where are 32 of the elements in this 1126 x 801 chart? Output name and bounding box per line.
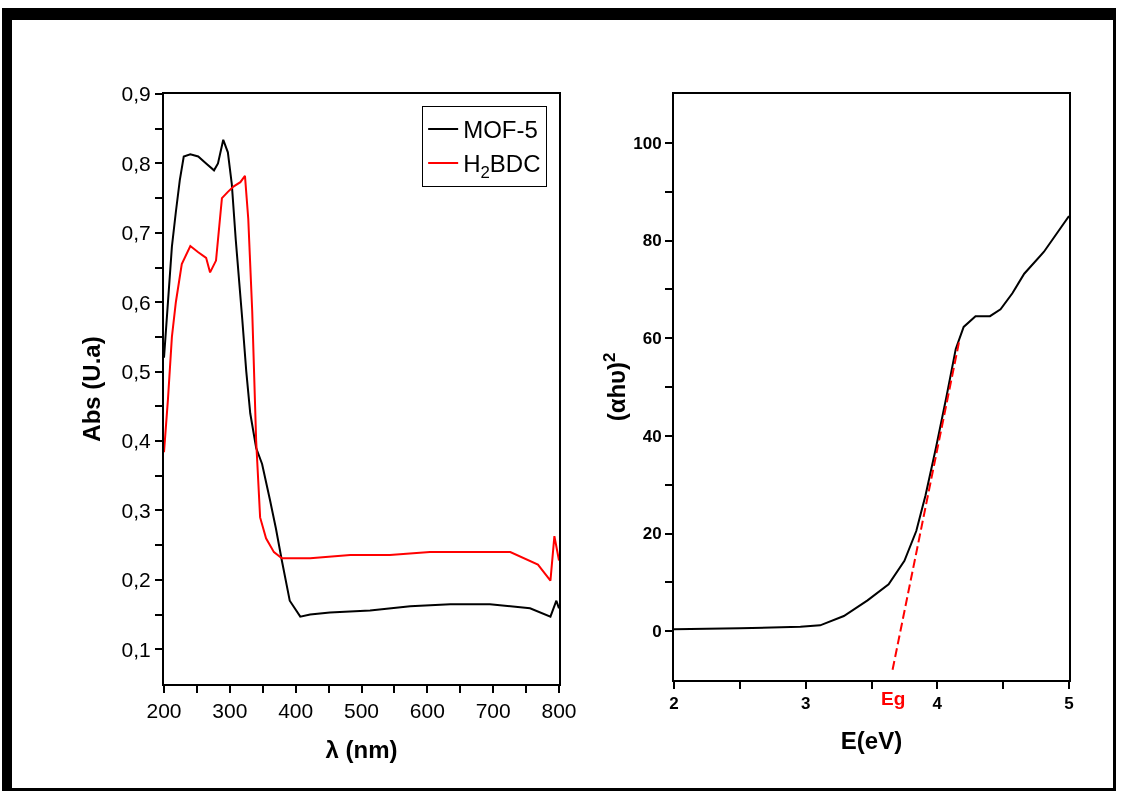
y-tick-label: 0,4 [121, 429, 152, 453]
legend-label: MOF-5 [463, 116, 538, 144]
x-tick-label: 5 [1064, 694, 1074, 714]
x-tick-label: 400 [278, 699, 314, 723]
x-axis-title: λ (nm) [325, 736, 398, 763]
x-tick-label: 3 [800, 694, 811, 714]
y-tick-label: 20 [642, 524, 662, 544]
x-tick-label: 200 [146, 699, 182, 723]
x-tick-label: 800 [541, 699, 577, 723]
y-tick-label: 100 [633, 133, 662, 153]
y-tick-label: 40 [642, 426, 662, 446]
y-tick-label: 60 [642, 329, 662, 349]
y-axis-title: Abs (U.a) [78, 336, 106, 442]
x-tick-label: 2 [669, 694, 679, 714]
y-tick-label: 0,1 [121, 637, 151, 661]
legend-label: H$_{2}$BDC [463, 150, 541, 182]
x-tick-label: 4 [932, 694, 943, 714]
y-tick-label: 0,7 [121, 221, 151, 245]
y-tick-label: 0,8 [121, 151, 151, 175]
y-tick-label: 80 [642, 231, 662, 251]
x-tick-label: 300 [212, 699, 248, 723]
y-tick-label: 0 [652, 622, 662, 642]
text: Eg [881, 688, 906, 709]
y-tick-label: 0,2 [121, 568, 151, 592]
x-tick-label: 500 [343, 699, 380, 723]
x-tick-label: 600 [409, 699, 445, 723]
y-tick-label: 0,5 [121, 360, 151, 383]
y-tick-label: 0,3 [121, 498, 151, 522]
y-tick-label: 0,6 [121, 290, 151, 314]
y-tick-label: 0,9 [121, 82, 151, 106]
x-tick-label: 700 [475, 699, 511, 723]
x-axis-title: E(eV) [840, 727, 903, 755]
